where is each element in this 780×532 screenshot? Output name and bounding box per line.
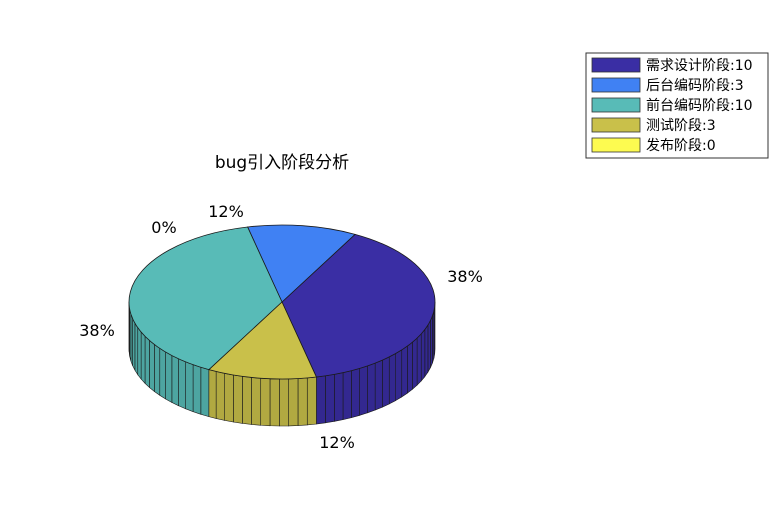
pie-side-facet (233, 375, 242, 423)
pie-side-facet (145, 336, 149, 387)
slice-label-4: 0% (151, 218, 176, 237)
pie-side-facet (360, 366, 368, 416)
pie-side-facet (135, 323, 138, 374)
pie-side-facet (154, 344, 159, 395)
slice-label-3: 12% (208, 202, 244, 221)
pie-side-facet (307, 377, 316, 425)
pie-side-facet (141, 332, 145, 383)
pie-side-facet (412, 338, 417, 389)
pie-side-facet (334, 373, 343, 422)
pie-side-facet (375, 360, 382, 410)
pie-side-facet (382, 357, 389, 407)
legend-label-3: 测试阶段:3 (646, 118, 716, 134)
slice-label-0: 38% (79, 321, 115, 340)
pie-side-facet (428, 321, 431, 373)
legend-swatch-3 (592, 118, 640, 132)
legend-swatch-0 (592, 58, 640, 72)
chart-title: bug引入阶段分析 (215, 153, 349, 173)
pie-side-facet (421, 330, 425, 381)
pie-side-facet (279, 379, 288, 426)
pie-side-facet (133, 319, 135, 371)
pie-side-facet (186, 362, 193, 412)
pie-side-facet (261, 378, 270, 426)
pie-side-facet (368, 363, 376, 413)
pie-side-facet (138, 328, 141, 379)
pie-side-facet (425, 325, 428, 376)
legend-swatch-2 (592, 98, 640, 112)
pie-side-facet (166, 352, 172, 402)
pie-side-facet (289, 379, 298, 426)
pie-side-facet (325, 374, 334, 422)
pie-side-facet (209, 370, 216, 419)
pie-side-facet (270, 379, 279, 426)
pie-side-facet (389, 354, 395, 404)
legend: 需求设计阶段:10 后台编码阶段:3 前台编码阶段:10 测试阶段:3 发布阶段:0 (586, 53, 768, 158)
pie-side-facet (149, 340, 154, 391)
pie-side-facet (172, 355, 179, 405)
pie-side-facet (396, 350, 402, 401)
pie-side-facet (298, 378, 307, 426)
pie-side-facet (351, 368, 359, 417)
pie-side-facet (407, 342, 412, 393)
legend-label-4: 发布阶段:0 (646, 138, 716, 154)
pie-side-facet (201, 367, 209, 416)
legend-label-0: 需求设计阶段:10 (646, 58, 753, 74)
legend-label-1: 后台编码阶段:3 (646, 78, 744, 94)
pie-side-facet (402, 346, 408, 397)
pie-side-facet (160, 348, 166, 399)
pie-side-facet (242, 376, 251, 424)
pie-side-facet (179, 359, 186, 409)
legend-label-2: 前台编码阶段:10 (646, 97, 753, 114)
pie-side-facet (251, 377, 260, 425)
slice-label-1: 12% (319, 433, 355, 452)
pie-side-facet (343, 371, 351, 420)
pie-side-facet (316, 376, 325, 424)
legend-swatch-4 (592, 138, 640, 152)
slice-label-2: 38% (447, 267, 483, 286)
pie-side-facet (417, 334, 421, 385)
pie-side-facet (216, 371, 225, 420)
pie-top (129, 225, 435, 379)
pie-side-facet (225, 373, 234, 422)
pie-side-facet (193, 365, 201, 415)
legend-swatch-1 (592, 78, 640, 92)
